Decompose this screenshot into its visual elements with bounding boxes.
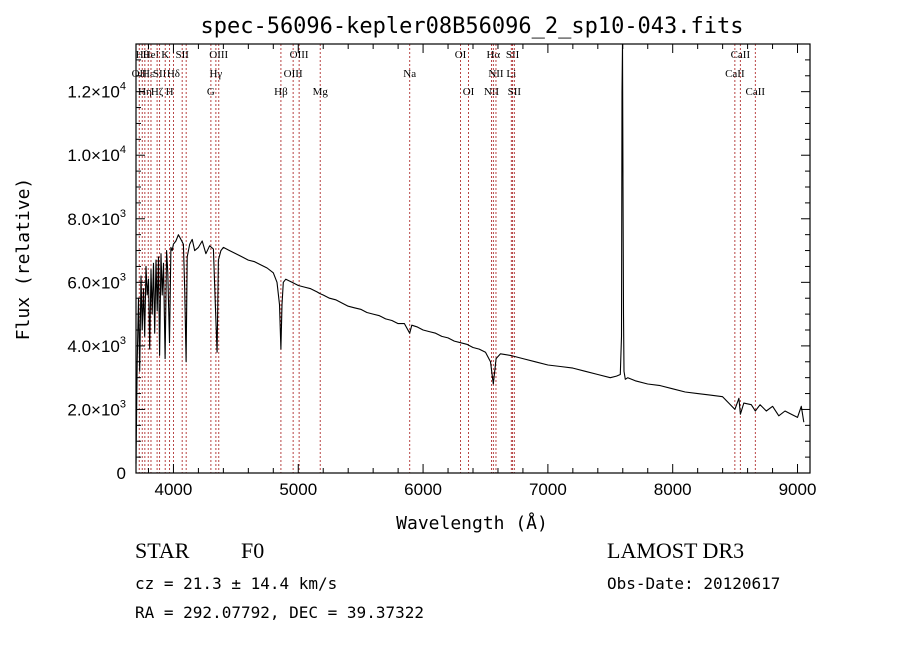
object-subclass: F0 (241, 538, 265, 563)
x-tick-label: 6000 (404, 480, 442, 499)
object-class: STAR (135, 538, 190, 563)
line-marker-label: OI (455, 49, 467, 61)
line-marker-label: CaII (746, 86, 766, 98)
line-marker-label: SII (153, 68, 167, 80)
y-tick-label: 4.0×103 (67, 335, 126, 356)
y-axis-tick-labels: 0 2.0×103 4.0×103 6.0×103 8.0×103 1.0×104 1.2×… (67, 81, 126, 483)
spectral-line-markers: OIIHθHηHεHeIHζSIIKHHδSIIGHγOIIIHβOIIIOII… (132, 44, 766, 473)
line-marker-label: Hγ (209, 68, 222, 80)
line-marker-label: OIII (209, 49, 228, 61)
line-marker-label: Na (403, 68, 416, 80)
y-tick-label: 1.2×104 (67, 81, 126, 102)
line-marker-label: HeI (143, 49, 160, 61)
x-axis-label: Wavelength (Å) (396, 512, 548, 534)
line-marker-label: SII (508, 86, 522, 98)
x-tick-label: 7000 (529, 480, 567, 499)
y-tick-label: 8.0×103 (67, 208, 126, 229)
survey-name: LAMOST DR3 (607, 538, 745, 563)
observation-date: Obs-Date: 20120617 (607, 574, 781, 593)
line-marker-label: Hθ (136, 49, 149, 61)
line-marker-label: Hβ (274, 86, 288, 98)
x-tick-label: 4000 (155, 480, 193, 499)
line-marker-label: SII (506, 49, 520, 61)
y-axis-label: Flux (relative) (13, 178, 34, 341)
line-marker-label: Hε (142, 68, 155, 80)
line-marker-label: OIII (290, 49, 309, 61)
spectrum-series-line (135, 43, 805, 464)
line-marker-label: Hα (486, 49, 500, 61)
line-marker-label: G (207, 86, 215, 98)
line-marker-label: Hζ (151, 86, 164, 98)
line-marker-label: H (166, 86, 174, 98)
y-tick-label: 1.0×104 (67, 144, 126, 165)
x-tick-label: 5000 (279, 480, 317, 499)
line-marker-label: SII (175, 49, 189, 61)
chart-title: spec-56096-kepler08B56096_2_sp10-043.fit… (200, 14, 743, 39)
line-marker-label: NII (488, 68, 504, 80)
ra-dec-coordinates: RA = 292.07792, DEC = 39.37322 (135, 603, 424, 622)
line-marker-label: CaII (731, 49, 751, 61)
redshift-cz: cz = 21.3 ± 14.4 km/s (135, 574, 338, 593)
line-marker-label: OIII (284, 68, 303, 80)
line-marker-label: Li (506, 68, 516, 80)
y-tick-label: 0 (117, 464, 126, 483)
line-marker-label: Hδ (167, 68, 180, 80)
line-marker-label: NII (484, 86, 500, 98)
x-tick-label: 9000 (779, 480, 817, 499)
axis-ticks (136, 44, 810, 474)
line-marker-label: OI (463, 86, 475, 98)
line-marker-label: K (161, 49, 169, 61)
plot-frame (135, 43, 811, 474)
line-marker-label: Mg (313, 86, 329, 98)
line-marker-label: CaII (725, 68, 745, 80)
y-tick-label: 2.0×103 (67, 398, 126, 419)
y-tick-label: 6.0×103 (67, 271, 126, 292)
x-tick-label: 8000 (654, 480, 692, 499)
x-axis-tick-labels: 4000 5000 6000 7000 8000 9000 (155, 480, 817, 499)
